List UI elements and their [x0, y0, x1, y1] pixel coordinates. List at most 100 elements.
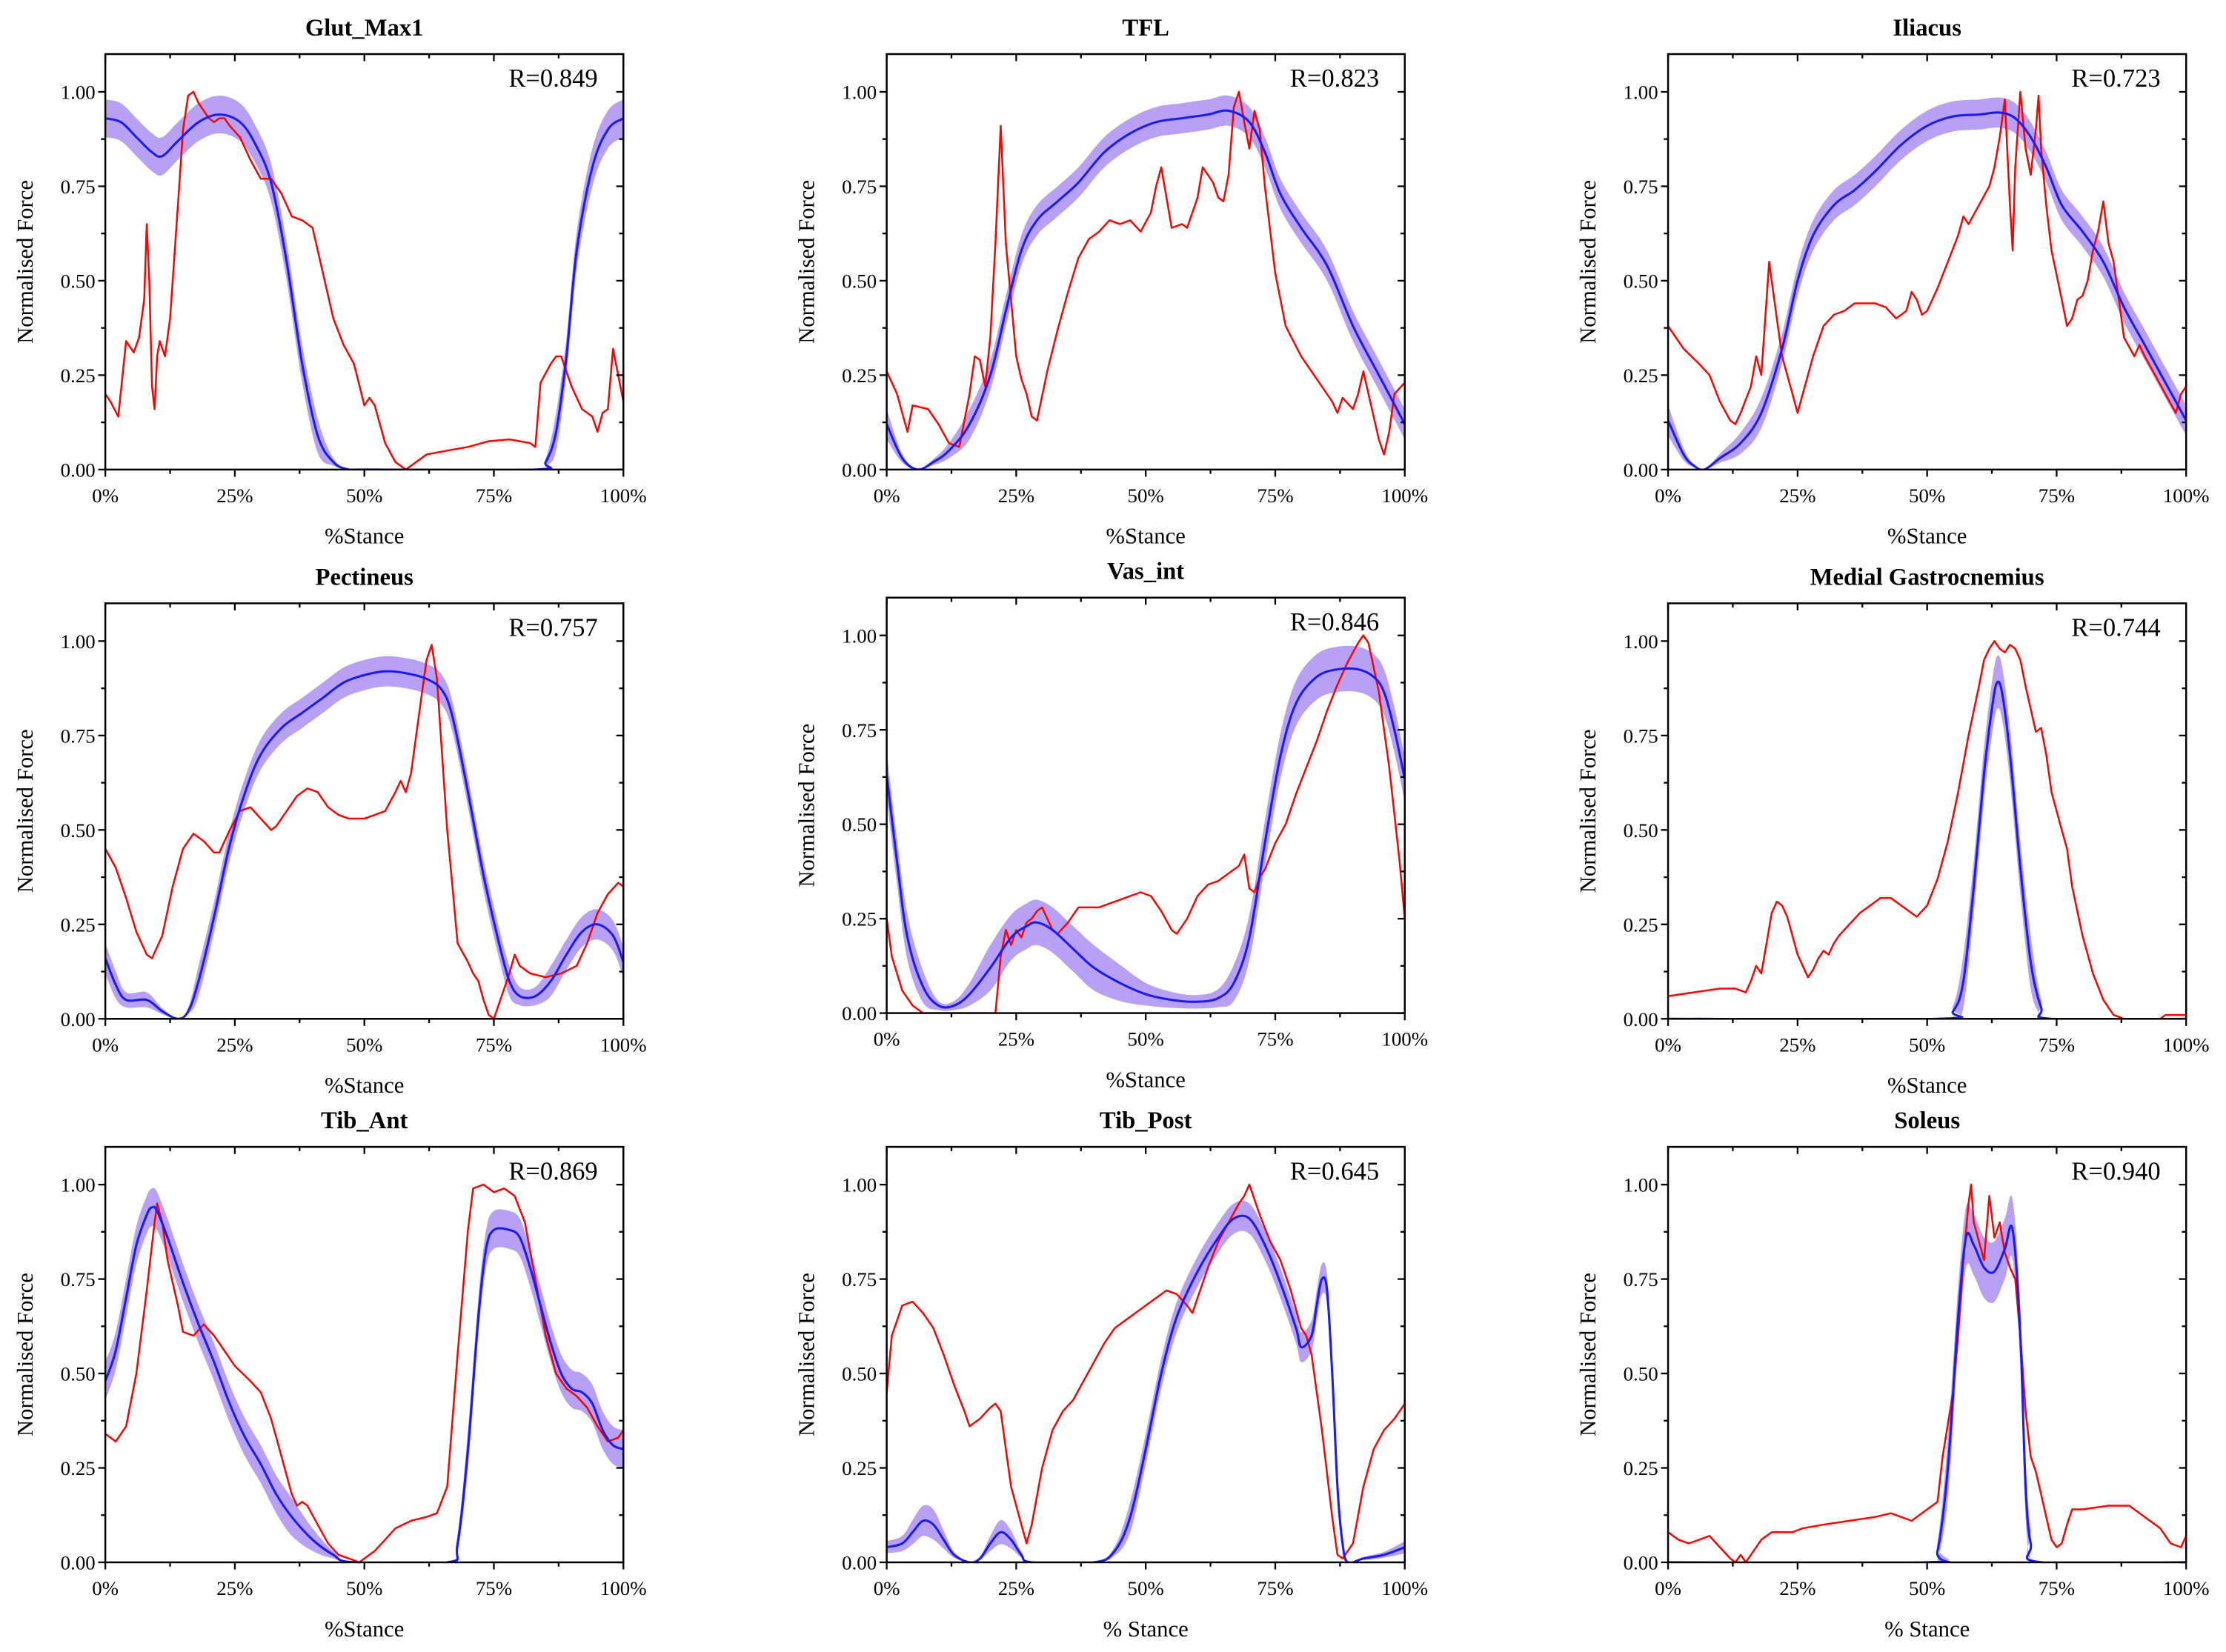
x-tick-label: 75% — [2039, 484, 2075, 507]
y-tick-label: 0.00 — [61, 1008, 96, 1030]
sd-band — [1668, 655, 2187, 1019]
mean-force-line — [1668, 111, 2187, 470]
x-tick-label: 50% — [1128, 1577, 1164, 1599]
y-tick-label: 0.50 — [61, 270, 96, 293]
x-tick-label: 75% — [2039, 1577, 2075, 1599]
y-tick-label: 1.00 — [842, 81, 877, 104]
panel-title: Iliacus — [1893, 15, 1961, 41]
x-axis-label: %Stance — [325, 1616, 404, 1642]
correlation-annotation: R=0.846 — [1290, 608, 1379, 636]
x-tick-label: 100% — [600, 1033, 647, 1056]
x-tick-label: 0% — [92, 1033, 119, 1056]
plot-area — [105, 644, 624, 1019]
panel-title: Vas_int — [1107, 559, 1184, 585]
y-axis-label: Normalised Force — [13, 1273, 38, 1436]
y-axis-label: Normalised Force — [794, 1273, 820, 1436]
y-tick-label: 1.00 — [61, 81, 96, 104]
plot-area — [886, 90, 1405, 470]
panel-glut-max1: Glut_Max1 0% 25% 50% 75% 100% 0.00 0.25 0.50 0.75… — [13, 15, 646, 549]
x-axis-label: %Stance — [1106, 524, 1185, 549]
y-tick-label: 0.75 — [61, 725, 96, 747]
x-tick-label: 25% — [998, 484, 1034, 507]
x-tick-label: 50% — [346, 1577, 382, 1599]
x-tick-label: 100% — [1381, 1577, 1428, 1599]
x-tick-label: 25% — [216, 484, 253, 507]
y-tick-label: 0.25 — [842, 908, 877, 930]
y-tick-label: 0.50 — [842, 1363, 877, 1385]
x-tick-label: 100% — [2163, 1577, 2210, 1599]
panel-title: Pectineus — [316, 564, 413, 590]
panel-title: Glut_Max1 — [305, 15, 424, 41]
y-axis-label: Normalised Force — [13, 180, 38, 344]
x-axis-label: %Stance — [1106, 1067, 1185, 1092]
x-tick-label: 25% — [1779, 1577, 1815, 1599]
y-tick-label: 0.00 — [1624, 459, 1658, 481]
y-tick-label: 0.25 — [1624, 364, 1658, 387]
x-tick-label: 25% — [998, 1028, 1034, 1050]
y-tick-label: 0.50 — [842, 270, 877, 293]
x-tick-label: 100% — [600, 484, 647, 507]
panel-tib-post: Tib_Post 0% 25% 50% 75% 100% 0.00 0.25 0.50 0.75 1… — [794, 1108, 1428, 1642]
axes-frame — [1667, 602, 2187, 1020]
correlation-annotation: R=0.823 — [1290, 64, 1379, 93]
plot-area — [105, 1183, 624, 1562]
x-tick-label: 50% — [1128, 484, 1164, 507]
x-tick-label: 50% — [1909, 1033, 1945, 1056]
x-tick-label: 25% — [998, 1577, 1034, 1599]
sd-band — [886, 95, 1405, 470]
x-tick-label: 0% — [874, 484, 900, 507]
y-tick-label: 0.25 — [61, 364, 96, 387]
panel-title: Medial Gastrocnemius — [1810, 564, 2044, 590]
y-tick-label: 0.50 — [842, 813, 877, 836]
x-tick-label: 50% — [1128, 1028, 1164, 1050]
panel-pectineus: Pectineus 0% 25% 50% 75% 100% 0.00 0.25 0.50 0.75… — [13, 564, 646, 1098]
mean-force-line — [1668, 680, 2187, 1019]
sd-band — [886, 645, 1405, 1011]
x-axis-label: %Stance — [1887, 524, 1967, 549]
x-tick-label: 75% — [1257, 1577, 1293, 1599]
y-tick-label: 0.00 — [1624, 1008, 1658, 1030]
y-tick-label: 0.50 — [1624, 819, 1658, 842]
plot-area — [105, 90, 624, 470]
y-axis-label: Normalised Force — [13, 729, 38, 893]
emg-line — [105, 644, 624, 1019]
x-tick-label: 0% — [874, 1028, 900, 1050]
x-tick-label: 75% — [1257, 484, 1293, 507]
x-axis-label: %Stance — [325, 1073, 404, 1098]
axes-frame — [1667, 1145, 2187, 1564]
correlation-annotation: R=0.869 — [508, 1157, 597, 1185]
y-tick-label: 1.00 — [842, 625, 877, 647]
sd-band — [105, 1188, 624, 1562]
sd-band — [1668, 97, 2187, 470]
emg-line — [886, 1183, 1405, 1560]
y-tick-label: 1.00 — [842, 1174, 877, 1196]
panel-title: Tib_Ant — [321, 1108, 408, 1134]
x-tick-label: 100% — [600, 1577, 647, 1599]
emg-line — [105, 90, 624, 470]
y-tick-label: 0.00 — [1624, 1552, 1658, 1574]
mean-force-line — [105, 670, 624, 1019]
x-tick-label: 25% — [1779, 484, 1815, 507]
mean-force-line — [105, 113, 624, 470]
panel-tfl: TFL 0% 25% 50% 75% 100% 0.00 0.25 0.50 0.75 1.00 %S… — [794, 15, 1428, 549]
sd-band — [105, 656, 624, 1019]
axes-frame — [886, 1145, 1406, 1564]
mean-force-line — [886, 667, 1405, 1009]
x-tick-label: 75% — [476, 1577, 512, 1599]
x-tick-label: 100% — [1381, 484, 1428, 507]
x-tick-label: 0% — [1655, 1033, 1681, 1056]
emg-line — [886, 90, 1405, 456]
y-tick-label: 0.00 — [842, 1552, 877, 1574]
correlation-annotation: R=0.757 — [508, 614, 597, 642]
sd-band — [105, 96, 624, 470]
y-tick-label: 0.75 — [61, 1268, 96, 1290]
axes-frame — [104, 53, 625, 471]
correlation-annotation: R=0.723 — [2071, 64, 2160, 93]
y-tick-label: 0.75 — [842, 719, 877, 742]
plot-area — [1668, 640, 2187, 1019]
y-tick-label: 0.00 — [842, 1002, 877, 1025]
y-tick-label: 1.00 — [1624, 630, 1658, 653]
panel-title: Tib_Post — [1100, 1108, 1192, 1134]
y-tick-label: 0.25 — [842, 1457, 877, 1479]
